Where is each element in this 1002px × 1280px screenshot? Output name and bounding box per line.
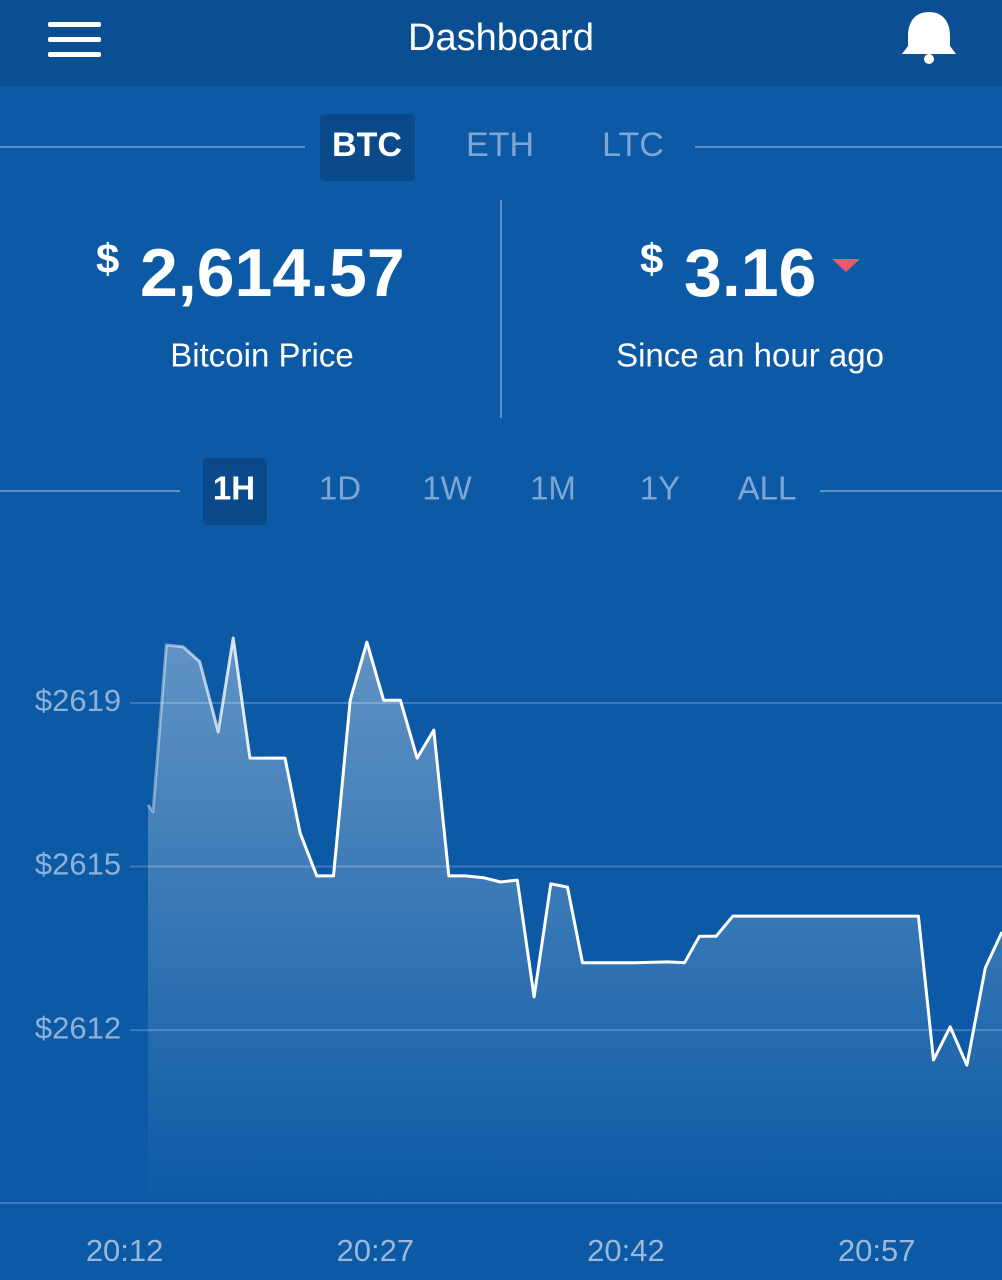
range-button[interactable]: 1W — [422, 470, 472, 507]
y-tick-label: $2615 — [35, 847, 121, 882]
notification-bell[interactable] — [902, 12, 956, 64]
tab[interactable]: LTC — [602, 126, 664, 164]
y-tick-label: $2612 — [35, 1010, 121, 1045]
range-button[interactable]: 1M — [530, 470, 576, 507]
change-label: Since an hour ago — [616, 337, 884, 374]
range-button[interactable]: 1D — [319, 470, 361, 507]
price-value: 2,614.57 — [140, 235, 405, 311]
range-button[interactable]: ALL — [738, 470, 797, 507]
x-tick-label: 20:42 — [587, 1233, 665, 1268]
currency-symbol: $ — [96, 235, 119, 282]
tab[interactable]: BTC — [332, 126, 402, 164]
x-tick-label: 20:57 — [838, 1233, 916, 1268]
menu-button[interactable] — [48, 22, 101, 57]
range-button[interactable]: 1Y — [640, 470, 680, 507]
range-button[interactable]: 1H — [213, 470, 255, 507]
y-tick-label: $2619 — [35, 683, 121, 718]
down-indicator — [832, 259, 860, 272]
range-selector: 1H 1D 1W 1M 1Y ALL — [213, 470, 796, 507]
change-value: 3.16 — [684, 235, 816, 311]
range-selected-bg — [203, 458, 267, 525]
header-bar — [0, 0, 1002, 86]
price-label: Bitcoin Price — [170, 337, 353, 374]
tab-selected-bg — [320, 114, 415, 181]
header-title: Dashboard — [408, 17, 594, 59]
x-tick-label: 20:27 — [336, 1233, 414, 1268]
price-area — [148, 638, 1002, 1203]
currency-symbol: $ — [640, 235, 663, 282]
price-line — [146, 636, 1002, 1067]
price-chart: $2619 $2615 $2612 20:12 20:27 20:42 20:57 — [0, 636, 1002, 1268]
tab[interactable]: ETH — [466, 126, 534, 164]
x-tick-label: 20:12 — [86, 1233, 164, 1268]
